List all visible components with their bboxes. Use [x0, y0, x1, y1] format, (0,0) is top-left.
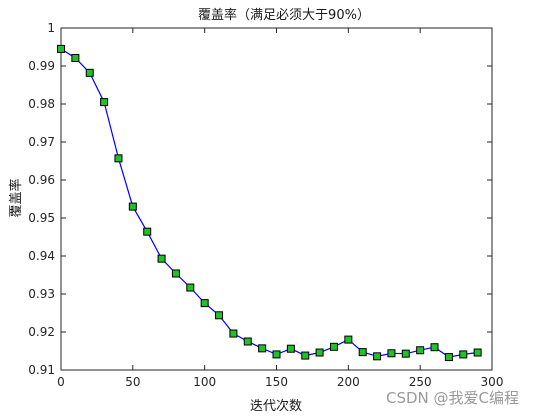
x-tick-label: 0 — [57, 375, 65, 389]
y-tick-label: 0.91 — [28, 363, 55, 377]
data-point — [444, 353, 453, 362]
data-point — [416, 346, 425, 355]
data-point — [401, 349, 410, 358]
data-point — [215, 311, 224, 320]
data-point — [186, 283, 195, 292]
data-point — [171, 269, 180, 278]
data-point — [286, 344, 295, 353]
data-point — [258, 344, 267, 353]
data-point — [71, 54, 80, 63]
data-point — [85, 68, 94, 77]
x-tick-label: 100 — [193, 375, 216, 389]
data-point — [143, 227, 152, 236]
x-axis-label: 迭代次数 — [250, 398, 302, 414]
data-point — [57, 44, 65, 53]
y-tick-label: 0.94 — [28, 249, 55, 263]
y-tick-label: 0.93 — [28, 287, 55, 301]
data-point — [200, 299, 209, 308]
data-point — [387, 349, 396, 358]
x-tick-label: 250 — [409, 375, 432, 389]
chart-title: 覆盖率（满足必须大于90%） — [198, 7, 370, 23]
data-point — [473, 348, 482, 357]
y-tick-label: 1 — [47, 21, 55, 35]
data-point — [229, 329, 238, 338]
x-tick-label: 300 — [481, 375, 504, 389]
data-point — [344, 335, 353, 344]
y-axis-label: 覆盖率 — [8, 178, 24, 217]
y-tick-label: 0.92 — [28, 325, 55, 339]
data-point — [272, 350, 281, 359]
x-tick-label: 200 — [337, 375, 360, 389]
data-point — [128, 202, 137, 211]
x-tick-label: 150 — [265, 375, 288, 389]
x-tick-label: 50 — [125, 375, 140, 389]
data-point — [373, 352, 382, 361]
y-tick-label: 0.98 — [28, 97, 55, 111]
data-point — [301, 351, 310, 360]
y-tick-label: 0.97 — [28, 135, 55, 149]
data-point — [315, 348, 324, 357]
y-tick-label: 0.95 — [28, 211, 55, 225]
y-tick-label: 0.99 — [28, 59, 55, 73]
data-point — [100, 98, 109, 107]
data-point — [430, 343, 439, 352]
data-point — [358, 348, 367, 357]
watermark: CSDN @我爱C编程 — [385, 389, 519, 407]
data-point — [329, 342, 338, 351]
plot-area — [60, 27, 493, 371]
data-point — [459, 350, 468, 359]
data-point — [157, 254, 166, 263]
data-point — [243, 337, 252, 346]
y-tick-label: 0.96 — [28, 173, 55, 187]
data-point — [114, 154, 123, 163]
